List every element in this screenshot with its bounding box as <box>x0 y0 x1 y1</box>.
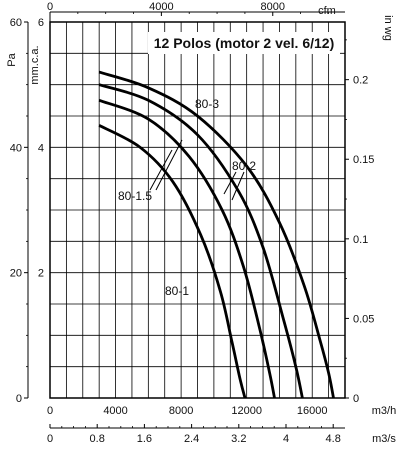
cfm-tick-label: 0 <box>47 1 53 13</box>
m3s-tick-label: 0.8 <box>90 433 105 445</box>
pa-tick-label: 0 <box>16 393 22 405</box>
m3h-tick-label: 0 <box>47 405 53 417</box>
series-label-80-3: 80-3 <box>195 97 219 111</box>
axes-layer <box>27 11 346 429</box>
inwg-tick-label: 0.2 <box>353 75 368 87</box>
inwg-tick-label: 0.05 <box>353 313 374 325</box>
inwg-unit-label: in wg <box>382 15 394 41</box>
m3h-tick-label: 16000 <box>297 405 328 417</box>
plot-frame <box>49 21 346 399</box>
chart-title: 12 Polos (motor 2 vel. 6/12) <box>154 35 335 51</box>
mmca-unit-label: mm.c.a. <box>29 45 41 84</box>
series-label-80-1-5: 80-1.5 <box>118 189 152 203</box>
pa-tick-label: 40 <box>10 142 22 154</box>
title-box <box>148 32 340 54</box>
curve-80-3 <box>98 70 335 399</box>
leader-80-2-b <box>231 171 245 201</box>
series-label-80-2: 80-2 <box>232 159 256 173</box>
curve-80-2 <box>98 83 304 399</box>
m3h-tick-label: 8000 <box>169 405 193 417</box>
mmca-tick-label: 6 <box>38 17 44 29</box>
inwg-tick-label: 0 <box>353 393 359 405</box>
m3h-tick-label: 12000 <box>231 405 262 417</box>
curve-80-1-5 <box>98 98 276 399</box>
leader-80-1-5-a <box>149 149 173 191</box>
pa-tick-label: 60 <box>10 17 22 29</box>
series-label-80-1: 80-1 <box>165 284 189 298</box>
cfm-unit-label: cfm <box>318 5 336 17</box>
pa-unit-label: Pa <box>6 52 18 66</box>
mmca-tick-label: 2 <box>38 268 44 280</box>
cfm-tick-label: 4000 <box>149 1 173 13</box>
m3s-tick-label: 3.2 <box>231 433 246 445</box>
cfm-tick-label: 8000 <box>261 1 285 13</box>
m3s-tick-label: 4 <box>283 433 289 445</box>
pa-tick-label: 20 <box>10 268 22 280</box>
inwg-tick-label: 0.15 <box>353 154 374 166</box>
curve-80-1 <box>98 124 247 399</box>
m3h-unit-label: m3/h <box>372 405 396 417</box>
inwg-tick-label: 0.1 <box>353 234 368 246</box>
mmca-tick-label: 4 <box>38 142 44 154</box>
grid-layer <box>50 22 345 398</box>
m3s-tick-label: 2.4 <box>184 433 199 445</box>
leader-80-1-5-b <box>155 139 183 191</box>
m3s-unit-label: m3/s <box>372 433 396 445</box>
curves-layer <box>98 70 335 399</box>
m3s-tick-label: 0 <box>47 433 53 445</box>
m3s-tick-label: 4.8 <box>326 433 341 445</box>
m3s-tick-label: 1.6 <box>137 433 152 445</box>
m3h-tick-label: 4000 <box>103 405 127 417</box>
leader-80-2-a <box>223 171 237 195</box>
